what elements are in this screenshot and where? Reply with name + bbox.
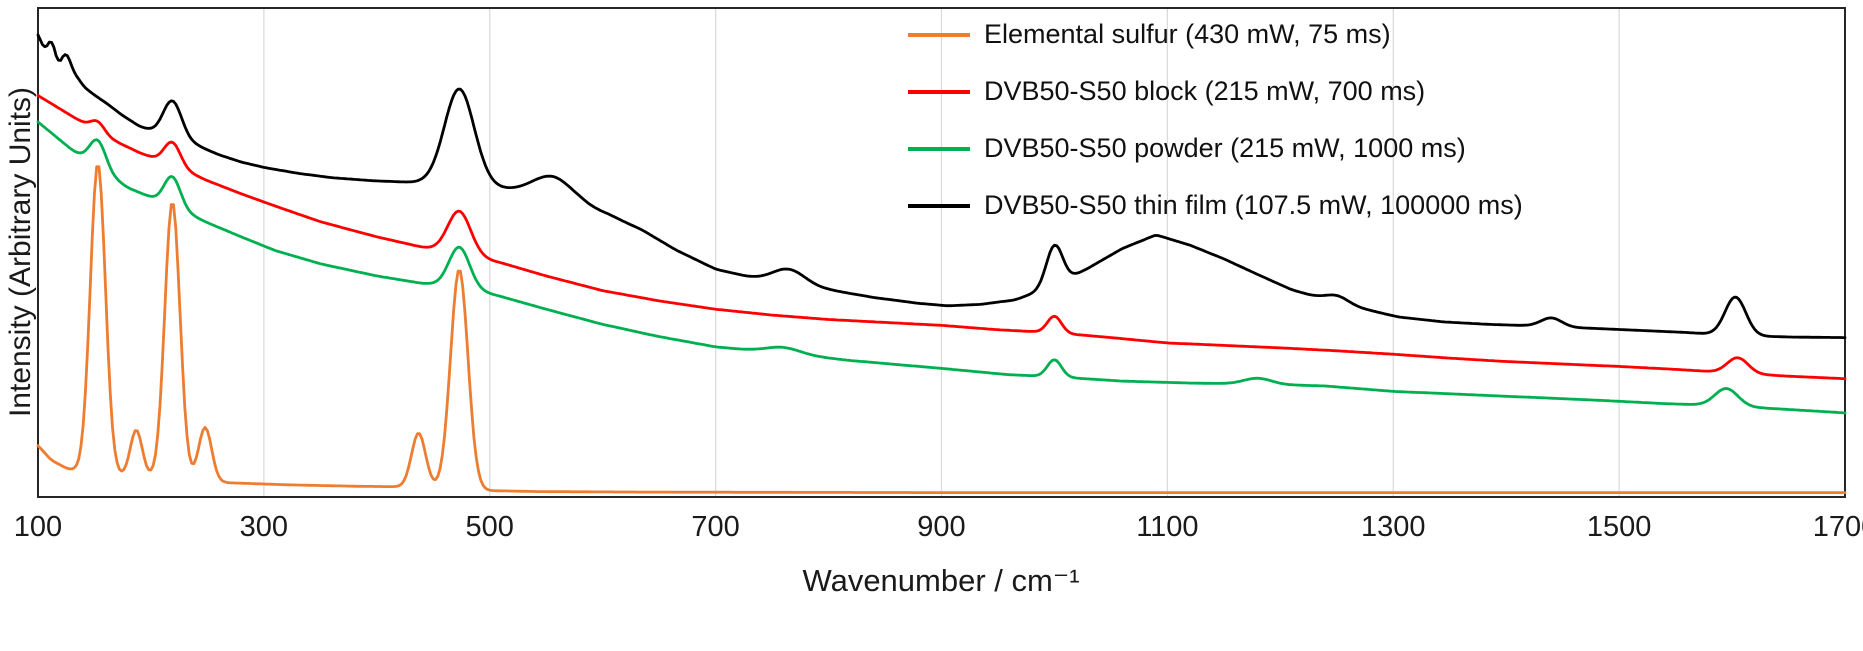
legend-label: Elemental sulfur (430 mW, 75 ms) (984, 19, 1391, 49)
x-tick-label: 1500 (1587, 511, 1652, 543)
legend-entry-dvb50-s50-thin-film: DVB50-S50 thin film (107.5 mW, 100000 ms… (908, 177, 1523, 234)
x-tick-label: 1100 (1136, 511, 1198, 543)
legend: Elemental sulfur (430 mW, 75 ms) DVB50-S… (908, 6, 1523, 234)
legend-line-swatch (908, 203, 970, 208)
x-tick-label: 700 (691, 511, 739, 543)
x-tick-label: 100 (14, 511, 62, 543)
spectrum-dvb50-s50-thin-film (36, 33, 1847, 339)
legend-entry-dvb50-s50-powder: DVB50-S50 powder (215 mW, 1000 ms) (908, 120, 1523, 177)
x-tick-label: 1700 (1813, 511, 1863, 543)
x-tick-labels: 100 300 500 700 900 1100 1300 1500 1700 (14, 511, 1863, 543)
legend-line-swatch (908, 89, 970, 94)
spectrum-dvb50-s50-block (36, 94, 1847, 381)
x-tick-label: 900 (917, 511, 965, 543)
legend-entry-dvb50-s50-block: DVB50-S50 block (215 mW, 700 ms) (908, 63, 1523, 120)
plot-border (37, 7, 1846, 498)
x-tick-label: 500 (466, 511, 514, 543)
x-axis-title: Wavenumber / cm⁻¹ (802, 563, 1079, 598)
spectrum-dvb50-s50-powder (36, 120, 1847, 415)
y-axis-title: Intensity (Arbitrary Units) (4, 86, 37, 418)
legend-label: DVB50-S50 powder (215 mW, 1000 ms) (984, 133, 1466, 163)
x-tick-label: 300 (240, 511, 288, 543)
legend-label: DVB50-S50 block (215 mW, 700 ms) (984, 76, 1426, 106)
legend-entry-elemental-sulfur: Elemental sulfur (430 mW, 75 ms) (908, 6, 1523, 63)
spectrum-elemental-sulfur (36, 165, 1847, 494)
legend-line-swatch (908, 146, 970, 151)
legend-label: DVB50-S50 thin film (107.5 mW, 100000 ms… (984, 190, 1523, 220)
legend-line-swatch (908, 32, 970, 37)
x-tick-label: 1300 (1361, 511, 1426, 543)
